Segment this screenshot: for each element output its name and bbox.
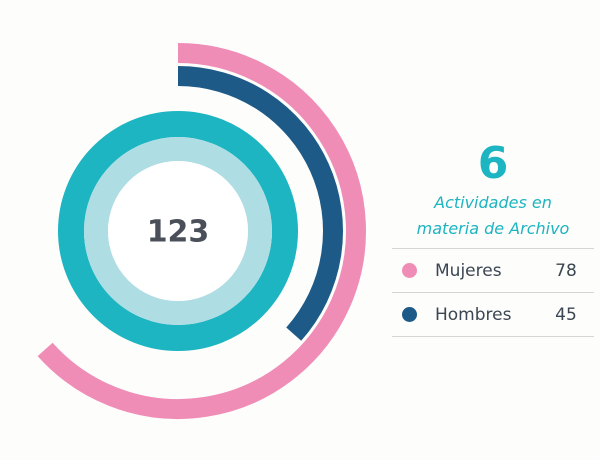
total: 123 [147, 215, 210, 250]
center-disc [108, 161, 248, 301]
outer-ring [58, 111, 298, 351]
legend-dot [402, 307, 417, 322]
radial-bar [177, 66, 343, 341]
legend-value: 45 [555, 304, 577, 325]
legend-name: Hombres [435, 304, 512, 325]
radial-bar [37, 43, 366, 419]
count: 6 [477, 138, 509, 189]
legend-row: Mujeres 78 [392, 248, 594, 292]
legend-row: Hombres 45 [392, 292, 594, 337]
summary-panel: 6 Actividades en materia de Archivo Muje… [392, 140, 594, 337]
inner-ring [84, 137, 272, 325]
legend-dot [402, 263, 417, 278]
legend: Mujeres 78 Hombres 45 [392, 248, 594, 337]
count-label: Actividades en materia de Archivo [416, 193, 570, 238]
legend-value: 78 [555, 260, 577, 281]
legend-name: Mujeres [435, 260, 502, 281]
